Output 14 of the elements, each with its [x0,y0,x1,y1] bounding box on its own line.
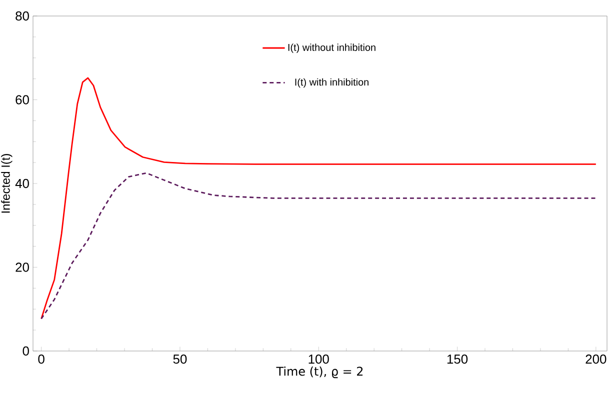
y-tick-label: 80 [16,11,29,21]
legend-label: I(t) with inhibition [295,78,368,88]
x-axis-title: Time (t), ϱ = 2 [276,366,363,378]
y-tick-label: 0 [22,346,29,356]
y-tick-label: 40 [15,178,29,188]
y-tick-label: 60 [16,95,29,104]
x-tick-label: 200 [586,354,606,364]
y-axis-title: Infected I(t) [1,154,12,213]
legend-label: I(t) without inhibition [288,44,376,53]
x-tick-label: 50 [173,354,187,364]
y-tick-label: 20 [16,262,29,272]
x-tick-label: 100 [308,354,329,364]
x-tick-label: 150 [447,354,468,364]
x-tick-label: 0 [38,354,44,364]
